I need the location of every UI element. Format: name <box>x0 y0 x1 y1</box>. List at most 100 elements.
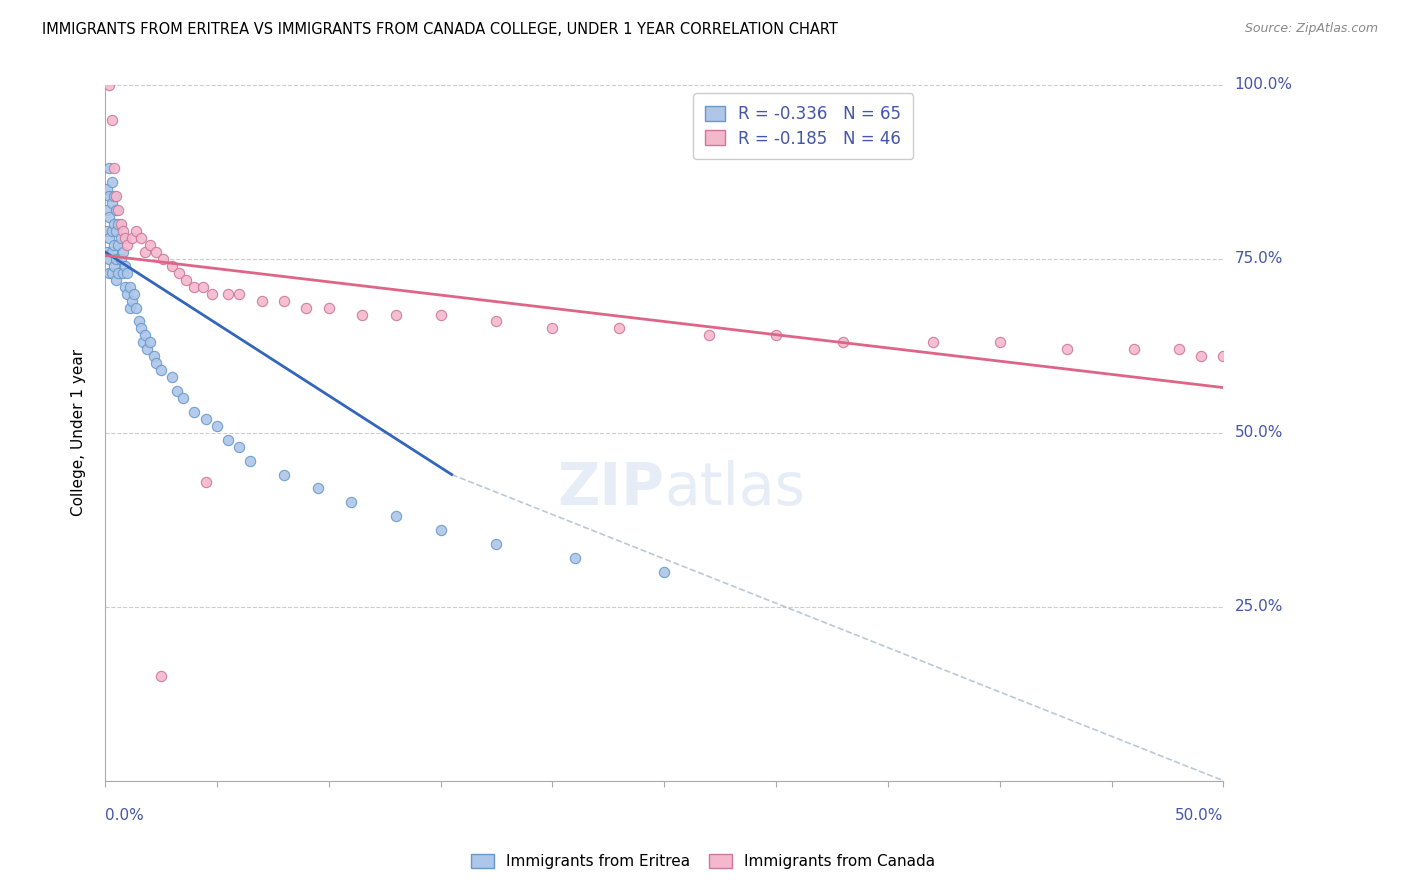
Point <box>921 335 943 350</box>
Point <box>318 301 340 315</box>
Point <box>138 335 160 350</box>
Point <box>111 244 134 259</box>
Point <box>485 314 508 328</box>
Point <box>128 314 150 328</box>
Point <box>107 203 129 218</box>
Point <box>385 509 408 524</box>
Point <box>295 301 318 315</box>
Point <box>217 286 239 301</box>
Point <box>98 78 121 92</box>
Point <box>96 203 118 218</box>
Point <box>138 238 160 252</box>
Point <box>134 328 156 343</box>
Text: 75.0%: 75.0% <box>1234 252 1282 267</box>
Point <box>160 259 183 273</box>
Point <box>100 224 122 238</box>
Point <box>122 286 145 301</box>
Point <box>1056 343 1078 357</box>
Point <box>98 266 121 280</box>
Point <box>110 252 132 266</box>
Point <box>105 224 128 238</box>
Point <box>111 266 134 280</box>
Point <box>117 286 139 301</box>
Point <box>96 182 118 196</box>
Point <box>134 244 156 259</box>
Point <box>1167 343 1189 357</box>
Point <box>105 189 128 203</box>
Point <box>250 293 273 308</box>
Point <box>429 523 451 537</box>
Point <box>117 266 139 280</box>
Point <box>100 266 122 280</box>
Point <box>217 433 239 447</box>
Point <box>103 161 125 176</box>
Point <box>174 273 197 287</box>
Point <box>143 349 166 363</box>
Text: 25.0%: 25.0% <box>1234 599 1282 615</box>
Y-axis label: College, Under 1 year: College, Under 1 year <box>72 350 86 516</box>
Point <box>121 293 143 308</box>
Point <box>111 224 134 238</box>
Point <box>121 231 143 245</box>
Point <box>110 217 132 231</box>
Point <box>832 335 855 350</box>
Point <box>765 328 787 343</box>
Point <box>136 343 159 357</box>
Text: 50.0%: 50.0% <box>1175 808 1223 823</box>
Text: 0.0%: 0.0% <box>105 808 143 823</box>
Point <box>129 231 152 245</box>
Point <box>1123 343 1146 357</box>
Point <box>107 238 129 252</box>
Point <box>107 217 129 231</box>
Point <box>98 161 121 176</box>
Text: IMMIGRANTS FROM ERITREA VS IMMIGRANTS FROM CANADA COLLEGE, UNDER 1 YEAR CORRELAT: IMMIGRANTS FROM ERITREA VS IMMIGRANTS FR… <box>42 22 838 37</box>
Point <box>114 279 136 293</box>
Point <box>485 537 508 551</box>
Point <box>114 259 136 273</box>
Point <box>273 467 295 482</box>
Point <box>105 252 128 266</box>
Point <box>988 335 1011 350</box>
Point <box>96 244 118 259</box>
Point <box>107 266 129 280</box>
Text: 100.0%: 100.0% <box>1234 78 1292 93</box>
Point <box>172 391 194 405</box>
Text: 50.0%: 50.0% <box>1234 425 1282 441</box>
Point <box>98 252 121 266</box>
Point <box>100 196 122 211</box>
Point <box>100 175 122 189</box>
Point <box>697 328 720 343</box>
Point <box>98 189 121 203</box>
Point <box>105 273 128 287</box>
Point <box>564 551 586 566</box>
Point <box>183 405 205 419</box>
Point <box>183 279 205 293</box>
Point <box>167 266 190 280</box>
Point <box>609 321 631 335</box>
Point <box>149 669 172 683</box>
Point <box>98 210 121 224</box>
Point <box>201 286 224 301</box>
Point <box>160 370 183 384</box>
Point <box>1189 349 1212 363</box>
Point <box>340 495 363 509</box>
Point <box>194 412 217 426</box>
Point <box>228 286 250 301</box>
Point <box>145 244 167 259</box>
Point <box>125 301 148 315</box>
Point <box>1212 349 1234 363</box>
Point <box>132 335 155 350</box>
Point <box>118 301 141 315</box>
Point <box>103 189 125 203</box>
Point <box>129 321 152 335</box>
Point <box>166 384 188 398</box>
Point <box>149 363 172 377</box>
Point <box>103 217 125 231</box>
Point <box>103 259 125 273</box>
Point <box>96 224 118 238</box>
Point <box>652 565 675 579</box>
Point <box>98 231 121 245</box>
Point <box>103 238 125 252</box>
Legend: Immigrants from Eritrea, Immigrants from Canada: Immigrants from Eritrea, Immigrants from… <box>465 848 941 875</box>
Point <box>385 308 408 322</box>
